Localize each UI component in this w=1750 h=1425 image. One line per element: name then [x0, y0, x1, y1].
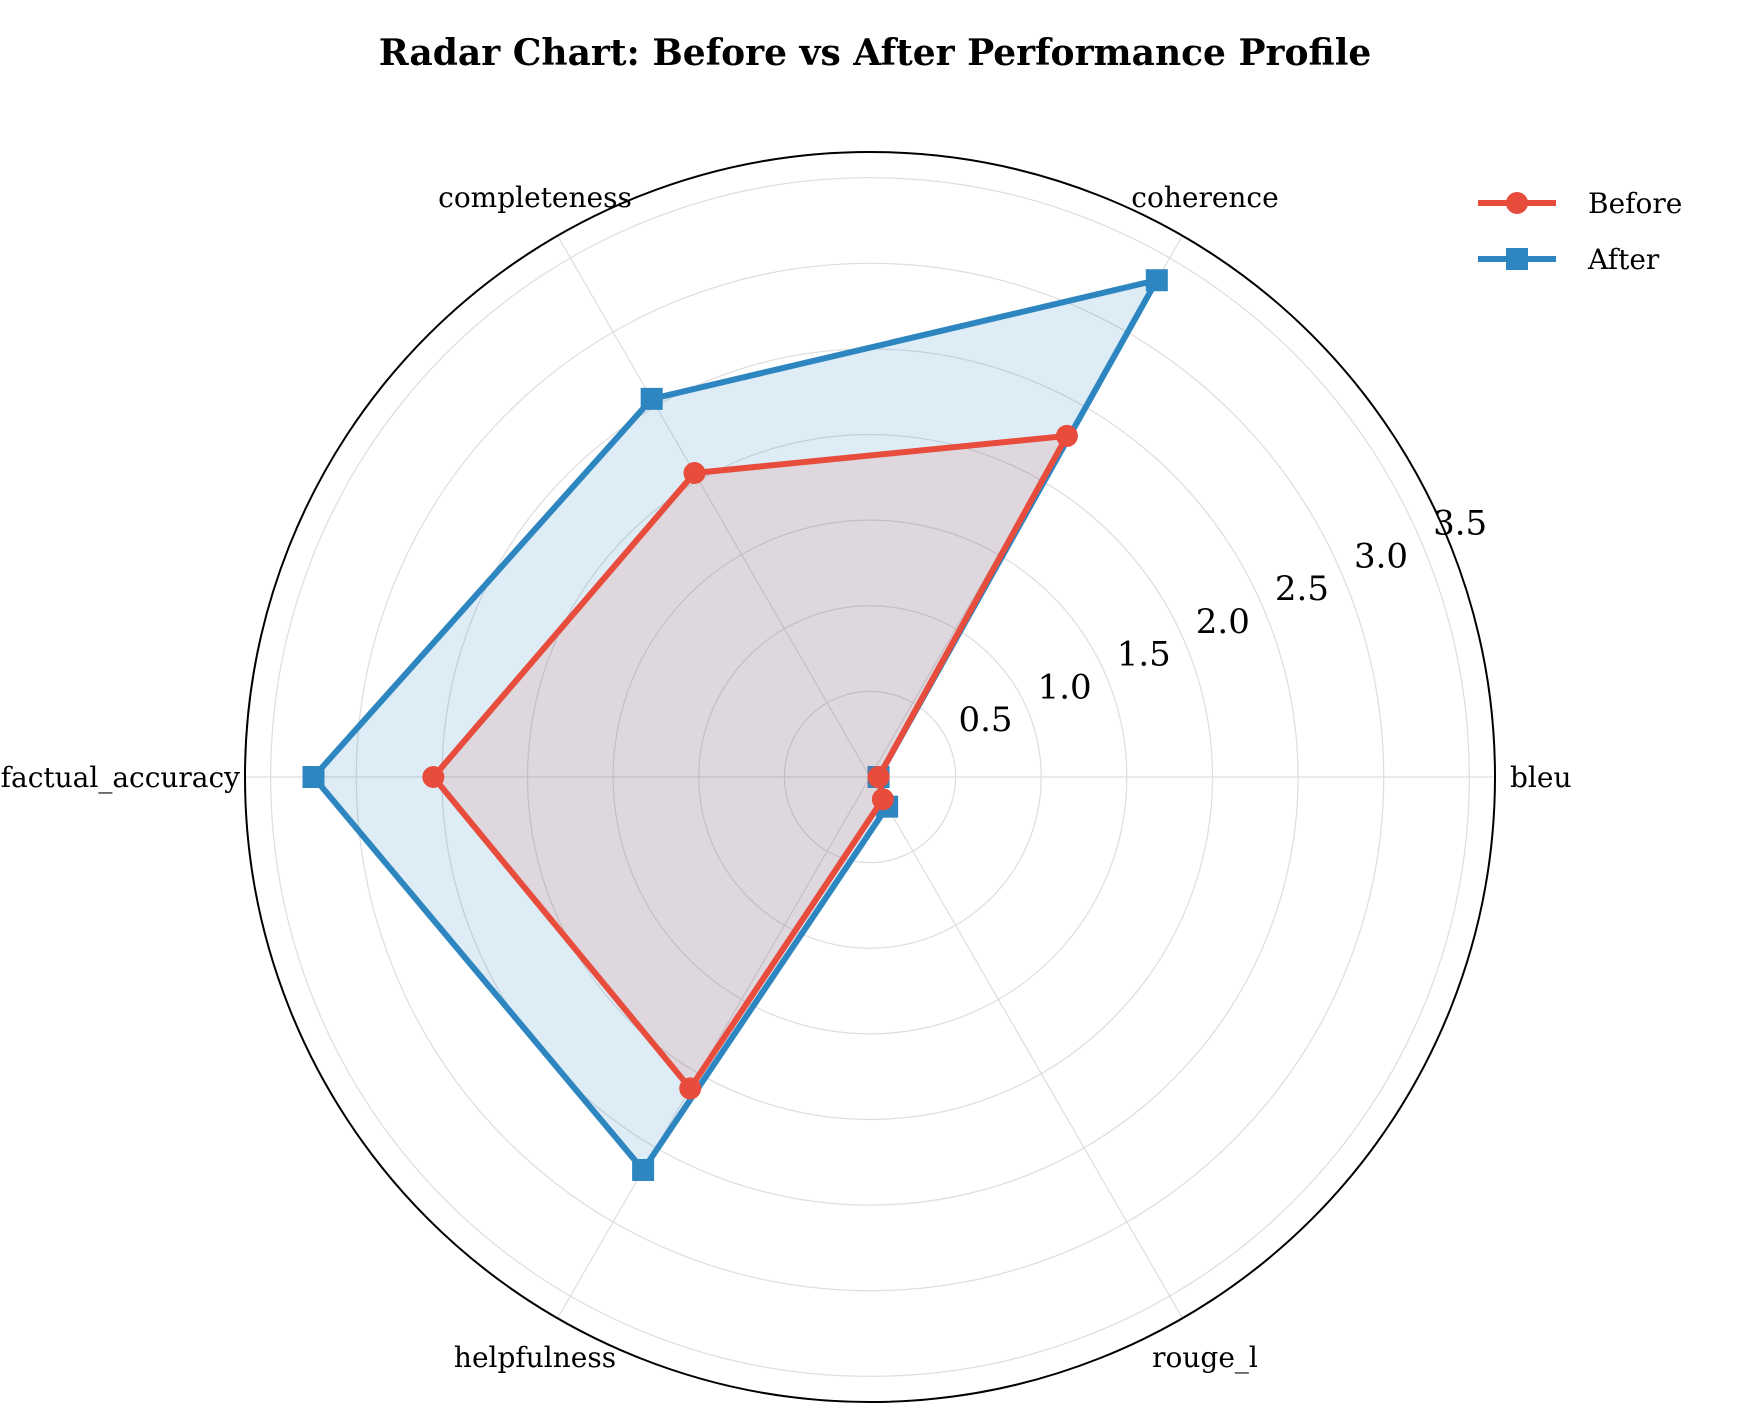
point-before-coherence — [1055, 424, 1078, 447]
radial-tick-label: 2.0 — [1196, 602, 1250, 642]
radial-tick-label: 1.0 — [1038, 667, 1092, 707]
series-area-after — [313, 280, 1157, 1170]
radar-series — [302, 269, 1168, 1181]
radial-tick-label: 0.5 — [958, 700, 1012, 740]
axis-label-coherence: coherence — [1131, 181, 1278, 214]
legend-item-after: After — [1478, 243, 1660, 276]
legend-marker — [1506, 248, 1528, 270]
point-before-rouge_l — [871, 788, 894, 811]
point-after-factual_accuracy — [302, 766, 325, 788]
radial-tick-labels: 0.5 1.0 1.5 2.0 2.5 3.0 3.5 — [958, 504, 1487, 741]
axis-label-bleu: bleu — [1510, 761, 1571, 794]
outer-frame — [244, 151, 1496, 1403]
spoke-completeness — [556, 235, 871, 778]
legend-label: Before — [1588, 187, 1682, 220]
axis-labels: bleu coherence completeness factual_accurac… — [1, 181, 1572, 1374]
axis-label-helpfulness: helpfulness — [454, 1341, 616, 1374]
series-area-before — [433, 435, 1067, 1089]
point-after-coherence — [1145, 269, 1168, 292]
axis-label-rouge_l: rouge_l — [1152, 1341, 1258, 1374]
point-before-helpfulness — [679, 1077, 702, 1100]
radial-tick-label: 3.0 — [1354, 536, 1408, 576]
point-before-completeness — [683, 462, 706, 485]
point-before-factual_accuracy — [422, 766, 445, 788]
axis-label-factual_accuracy: factual_accuracy — [1, 761, 241, 794]
series-before — [422, 424, 1078, 1100]
legend-label: After — [1587, 243, 1660, 276]
axis-label-completeness: completeness — [438, 181, 632, 214]
spoke-rouge_l — [869, 776, 1184, 1319]
point-after-helpfulness — [632, 1158, 655, 1181]
chart-title: Radar Chart: Before vs After Performance… — [379, 32, 1372, 74]
point-after-completeness — [640, 387, 663, 410]
legend-item-before: Before — [1478, 187, 1682, 220]
radial-tick-label: 1.5 — [1117, 635, 1171, 675]
legend-marker — [1506, 192, 1528, 214]
radial-tick-label: 2.5 — [1275, 569, 1329, 609]
point-before-bleu — [867, 766, 890, 788]
radial-tick-label: 3.5 — [1433, 504, 1487, 544]
legend: Before After — [1478, 187, 1682, 276]
